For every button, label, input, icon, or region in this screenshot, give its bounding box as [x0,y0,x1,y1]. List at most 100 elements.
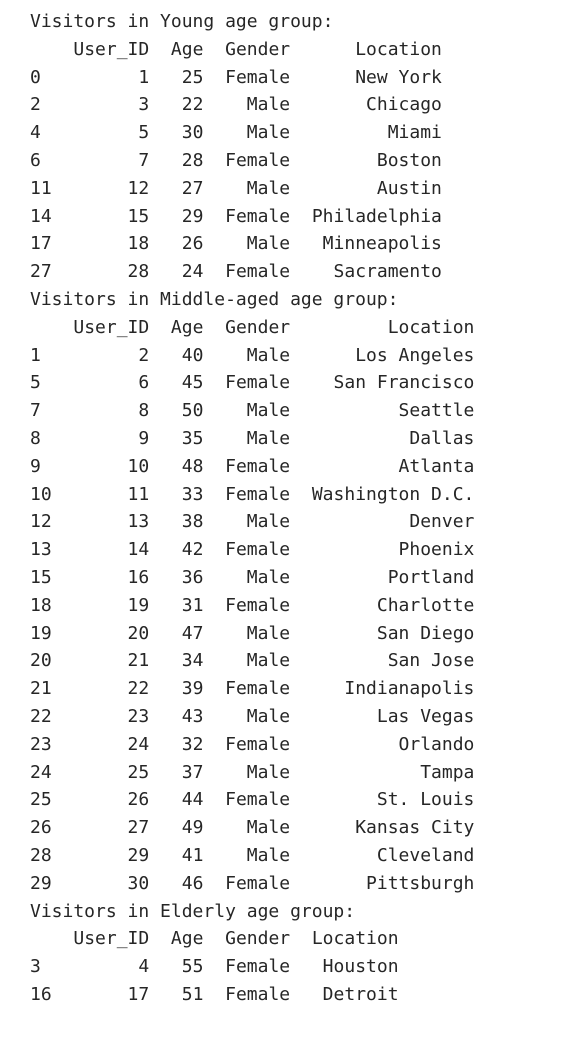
table-cell: 29 [73,845,150,866]
table-cell: Male [225,400,291,422]
table-cell: 21 [73,650,150,672]
row-index: 21 [30,678,52,700]
column-header: User_ID [73,928,150,950]
table-row: 10 11 33 Female Washington D.C. [30,481,474,509]
table-cell: 25 [170,66,204,88]
table-cell: Cleveland [311,845,475,866]
table-cell: 28 [73,261,150,283]
table-cell: San Francisco [311,372,475,394]
table-cell: Male [225,650,291,672]
row-index: 19 [30,622,52,644]
group-title-text: Visitors in Elderly age group: [30,900,356,922]
table-row: 26 27 49 Male Kansas City [30,814,474,842]
table-cell: Austin [311,177,442,199]
row-index: 2 [30,94,52,116]
table-cell: Philadelphia [311,205,442,227]
table-cell: 20 [73,622,150,644]
table-row: 19 20 47 Male San Diego [30,620,474,648]
table-cell: Dallas [311,428,475,449]
table-cell: 33 [170,483,204,505]
row-index: 14 [30,205,52,227]
table-row: 23 24 32 Female Orlando [30,731,474,759]
table-row: 11 12 27 Male Austin [30,175,442,203]
table-cell: 35 [170,428,204,449]
column-header: User_ID [73,316,150,338]
table-cell: 32 [170,733,204,755]
table-row: 24 25 37 Male Tampa [30,759,474,787]
table-cell: 42 [170,539,204,561]
table-cell: 29 [170,205,204,227]
table-cell: Female [225,956,291,978]
table-row: 3 4 55 Female Houston [30,953,399,981]
row-index: 26 [30,817,52,839]
table-cell: 31 [170,594,204,616]
table-cell: Male [225,622,291,644]
table-cell: Female [225,872,291,894]
column-header: Age [170,38,204,60]
row-index: 13 [30,539,52,561]
table-cell: 48 [170,455,204,477]
table-cell: 34 [170,650,204,672]
table-cell: 6 [73,372,150,394]
column-header: Gender [225,38,291,60]
table-cell: San Diego [311,622,475,644]
table-cell: 55 [170,956,204,978]
table-row: 7 8 50 Male Seattle [30,397,474,425]
table-cell: Female [225,733,291,755]
table-cell: 12 [73,177,150,199]
table-cell: 22 [170,94,204,116]
table-cell: 11 [73,483,150,505]
row-index: 23 [30,733,52,755]
table-cell: 38 [170,511,204,533]
table-cell: Pittsburgh [311,872,475,894]
table-cell: 10 [73,455,150,477]
table-cell: Orlando [311,733,475,755]
table-row: 28 29 41 Male Cleveland [30,842,474,870]
table-cell: San Jose [311,650,475,672]
table-cell: 22 [73,678,150,700]
table-cell: 51 [170,984,204,1005]
row-index: 10 [30,483,52,505]
table-cell: 41 [170,845,204,866]
table-cell: Male [225,706,291,727]
table-cell: 18 [73,233,150,255]
column-header: Age [170,928,204,950]
table-row: 12 13 38 Male Denver [30,508,474,536]
row-index: 0 [30,66,52,88]
table-cell: Kansas City [311,817,475,839]
table-cell: Male [225,511,291,533]
group-title: Visitors in Young age group: [30,8,333,36]
table-cell: Male [225,122,291,144]
table-cell: 16 [73,567,150,588]
table-cell: Female [225,594,291,616]
row-index: 6 [30,150,52,171]
row-index: 22 [30,706,52,727]
table-row: 18 19 31 Female Charlotte [30,592,474,620]
table-cell: 28 [170,150,204,171]
column-header: Age [170,316,204,338]
row-index: 3 [30,956,52,978]
table-cell: 43 [170,706,204,727]
table-cell: Female [225,678,291,700]
table-cell: Minneapolis [311,233,442,255]
table-row: 21 22 39 Female Indianapolis [30,675,474,703]
table-cell: Male [225,94,291,116]
table-cell: Female [225,539,291,561]
table-cell: 26 [73,789,150,811]
row-index: 8 [30,428,52,449]
group-title: Visitors in Elderly age group: [30,898,355,926]
table-cell: Male [225,817,291,839]
table-cell: Female [225,455,291,477]
table-cell: Male [225,177,291,199]
table-cell: 49 [170,817,204,839]
table-cell: Male [225,428,291,449]
table-cell: Washington D.C. [311,483,475,505]
table-cell: Tampa [311,761,475,783]
row-index: 20 [30,650,52,672]
table-cell: 14 [73,539,150,561]
table-cell: 2 [73,344,150,366]
column-header: Gender [225,928,291,950]
table-row: 27 28 24 Female Sacramento [30,258,442,286]
row-index: 15 [30,567,52,588]
